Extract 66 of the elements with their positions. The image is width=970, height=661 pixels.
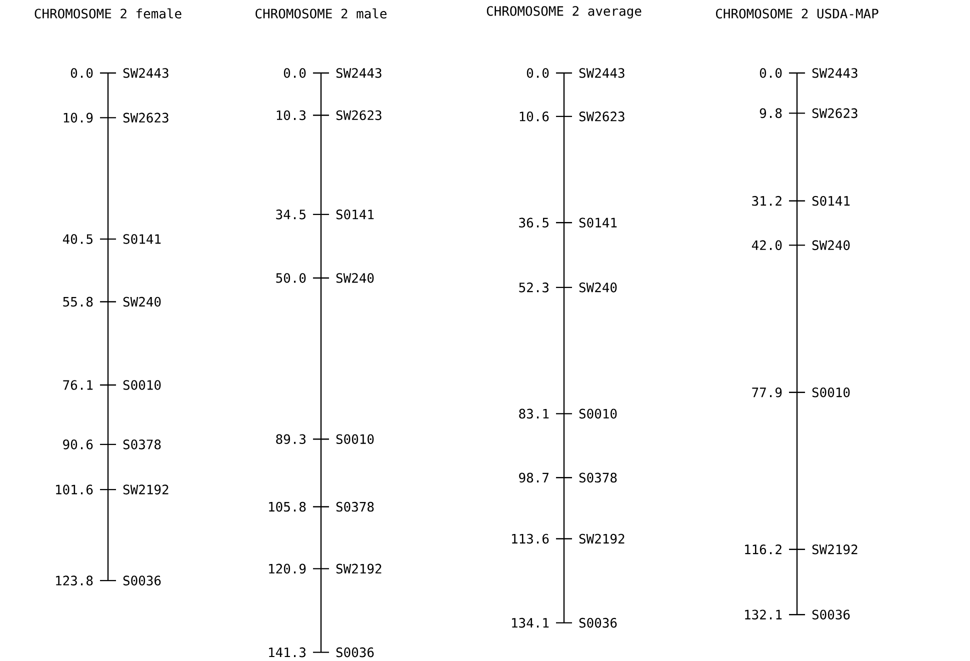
data-label: 123.8: [56, 576, 93, 586]
data-label: 55.8: [63, 296, 93, 307]
category-label: S0010: [579, 408, 617, 419]
text: CHROMOSOME 2 USDA-MAP: [716, 8, 878, 18]
category-label: SW2443: [579, 68, 624, 78]
data-label: 0.0: [70, 68, 93, 78]
text: CHROMOSOME 2 average: [486, 6, 642, 18]
category-label: SW2443: [336, 68, 382, 78]
data-label: 50.0: [276, 273, 306, 283]
category-label: S0010: [123, 380, 161, 390]
category-label: SW2192: [579, 534, 624, 544]
category-label: SW240: [336, 273, 374, 283]
data-label: 101.6: [56, 484, 93, 494]
category-label: SW240: [579, 282, 617, 292]
category-label: S0378: [579, 472, 617, 483]
data-label: 0.0: [284, 68, 306, 78]
data-label: 40.5: [62, 234, 92, 244]
category-label: S0036: [336, 647, 374, 658]
category-label: S0010: [812, 387, 850, 398]
text: CHROMOSOME 2 male: [256, 8, 387, 18]
data-label: 141.3: [269, 647, 306, 658]
data-label: 83.1: [519, 408, 549, 419]
category-label: SW2192: [336, 564, 382, 574]
data-label: 52.3: [519, 282, 549, 292]
category-label: SW2443: [812, 68, 858, 78]
data-label: 9.8: [760, 108, 782, 118]
data-label: 76.1: [63, 380, 93, 390]
category-label: SW2623: [336, 110, 382, 120]
category-label: S0141: [579, 218, 617, 228]
data-label: 10.6: [520, 112, 549, 122]
category-label: SW2623: [579, 112, 624, 122]
data-label: 31.2: [752, 196, 782, 206]
data-label: 98.7: [519, 472, 549, 483]
category-label: S0036: [812, 610, 850, 620]
category-label: S0378: [336, 502, 374, 512]
category-label: SW240: [812, 240, 850, 250]
category-label: SW2443: [123, 68, 168, 78]
data-label: 120.9: [269, 564, 306, 574]
data-label: 132.1: [745, 610, 782, 620]
data-label: 10.9: [64, 112, 93, 123]
data-label: 134.1: [512, 618, 549, 628]
category-label: SW240: [123, 296, 161, 307]
data-label: 90.6: [63, 440, 93, 450]
category-label: S0141: [123, 234, 161, 244]
data-label: 105.8: [269, 502, 306, 512]
category-label: S0036: [579, 618, 617, 628]
data-label: 77.9: [752, 387, 782, 398]
category-label: S0036: [123, 576, 161, 586]
data-label: 89.3: [276, 434, 306, 444]
category-label: S0141: [812, 196, 850, 206]
data-label: 42.0: [752, 240, 782, 250]
category-label: SW2192: [123, 484, 168, 494]
category-label: SW2623: [812, 108, 858, 118]
category-label: SW2192: [812, 544, 858, 554]
category-label: S0141: [336, 210, 374, 220]
data-label: 0.0: [760, 68, 782, 78]
data-label: 0.0: [526, 68, 549, 78]
category-label: S0010: [336, 434, 374, 444]
data-label: 10.3: [276, 110, 306, 120]
text: CHROMOSOME 2 female: [34, 8, 182, 18]
data-label: 34.5: [276, 210, 306, 220]
data-label: 36.5: [519, 218, 548, 228]
data-label: 113.6: [512, 534, 549, 544]
category-label: S0378: [123, 440, 161, 450]
category-label: SW2623: [123, 112, 168, 123]
data-label: 116.2: [745, 544, 782, 554]
